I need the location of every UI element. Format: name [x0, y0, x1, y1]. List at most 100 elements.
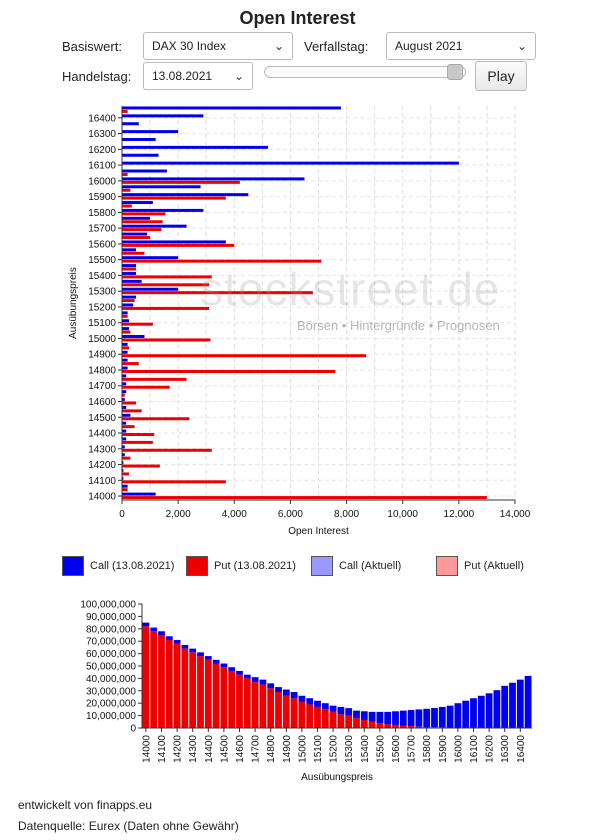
call-bar — [122, 453, 125, 457]
call-bar — [122, 130, 179, 134]
y-tick-label: 90,000,000 — [86, 612, 136, 623]
call-bar — [122, 232, 148, 236]
put-bar — [122, 251, 145, 255]
y-tick-label: 14600 — [88, 397, 116, 408]
put-bar — [122, 212, 166, 216]
x-tick-label: 12,000 — [444, 509, 475, 520]
verfallstag-value: August 2021 — [395, 39, 463, 53]
put-bar — [122, 362, 139, 366]
chevron-down-icon: ⌄ — [273, 39, 284, 53]
y-tick-label: 15600 — [88, 239, 116, 250]
legend-label-put-today: Put (13.08.2021) — [214, 560, 296, 572]
y-tick-label: 20,000,000 — [86, 699, 136, 710]
legend-swatch-put-current — [436, 556, 458, 576]
y-tick-label: 16400 — [88, 113, 116, 124]
put-bar — [122, 354, 367, 358]
call-stack-bar — [275, 687, 282, 693]
call-stack-bar — [470, 698, 477, 728]
call-stack-bar — [251, 677, 259, 683]
put-stack-bar — [181, 648, 189, 728]
x-tick-label: 14100 — [157, 735, 168, 763]
put-bar — [122, 109, 128, 113]
call-stack-bar — [142, 622, 150, 627]
call-bar — [122, 437, 127, 441]
y-tick-label: 40,000,000 — [86, 674, 136, 685]
put-bar — [122, 204, 132, 208]
call-bar — [122, 492, 156, 496]
put-bar — [122, 338, 211, 342]
watermark-tagline: Börsen • Hintergründe • Prognosen — [297, 318, 500, 333]
call-stack-bar — [407, 710, 415, 727]
call-stack-bar — [454, 703, 462, 728]
put-stack-bar — [267, 688, 275, 728]
call-stack-bar — [446, 705, 454, 728]
call-bar — [122, 264, 137, 268]
call-stack-bar — [306, 698, 314, 705]
y-tick-label: 14500 — [88, 413, 116, 424]
put-stack-bar — [220, 667, 228, 728]
call-bar — [122, 137, 156, 141]
slider-thumb[interactable] — [447, 64, 463, 80]
call-bar — [122, 429, 127, 433]
call-bar — [122, 169, 167, 173]
x-tick-label: 15600 — [391, 735, 402, 763]
put-bar — [122, 448, 212, 452]
date-slider[interactable] — [264, 64, 466, 80]
put-bar — [122, 172, 128, 176]
legend-label-put-current: Put (Aktuell) — [464, 560, 524, 572]
put-bar — [122, 425, 135, 429]
call-bar — [122, 327, 130, 331]
call-stack-bar — [477, 695, 485, 728]
put-bar — [122, 393, 125, 397]
put-stack-bar — [306, 704, 314, 728]
call-stack-bar — [165, 636, 173, 640]
put-bar — [122, 228, 162, 232]
handelstag-select[interactable]: 13.08.2021 ⌄ — [143, 62, 253, 90]
footer-source: Datenquelle: Eurex (Daten ohne Gewähr) — [18, 819, 239, 833]
call-bar — [122, 319, 130, 323]
x-tick-label: 15900 — [438, 735, 449, 763]
call-bar — [122, 185, 201, 189]
call-bar — [122, 279, 142, 283]
call-bar — [122, 334, 145, 338]
put-bar — [122, 417, 190, 421]
x-tick-label: 14300 — [188, 735, 199, 763]
y-tick-label: 50,000,000 — [86, 662, 136, 673]
x-axis-title: Open Interest — [288, 526, 349, 537]
call-bar — [122, 193, 249, 197]
call-stack-bar — [423, 708, 431, 728]
put-bar — [122, 440, 153, 444]
put-stack-bar — [236, 674, 243, 728]
x-tick-label: 16400 — [516, 735, 527, 763]
call-bar — [122, 311, 128, 315]
put-stack-bar — [376, 723, 384, 728]
x-tick-label: 14600 — [235, 735, 246, 763]
put-stack-bar — [243, 678, 251, 728]
x-tick-label: 14700 — [251, 735, 262, 763]
play-button[interactable]: Play — [475, 61, 527, 91]
basiswert-select[interactable]: DAX 30 Index ⌄ — [143, 32, 293, 60]
call-bar — [122, 390, 127, 394]
x-tick-label: 15400 — [360, 735, 371, 763]
put-stack-bar — [275, 692, 282, 728]
call-bar — [122, 161, 459, 165]
put-bar — [122, 496, 487, 500]
call-stack-bar — [392, 711, 399, 725]
put-stack-bar — [142, 626, 150, 728]
call-bar — [122, 208, 204, 212]
call-stack-bar — [158, 631, 165, 635]
call-bar — [122, 374, 127, 378]
y-tick-label: 15900 — [88, 192, 116, 203]
call-stack-bar — [267, 683, 275, 689]
call-bar — [122, 106, 341, 110]
y-tick-label: 14800 — [88, 365, 116, 376]
call-bar — [122, 153, 159, 157]
open-interest-bar-chart: 14000 14100 14200 14300 14400 14500 14600 14700… — [68, 106, 531, 537]
put-bar — [122, 385, 170, 389]
put-bar — [122, 480, 226, 484]
verfallstag-select[interactable]: August 2021 ⌄ — [386, 32, 536, 60]
put-bar — [122, 188, 131, 192]
y-tick-label: 14100 — [88, 476, 116, 487]
y-tick-label: 80,000,000 — [86, 624, 136, 635]
call-bar — [122, 295, 137, 299]
